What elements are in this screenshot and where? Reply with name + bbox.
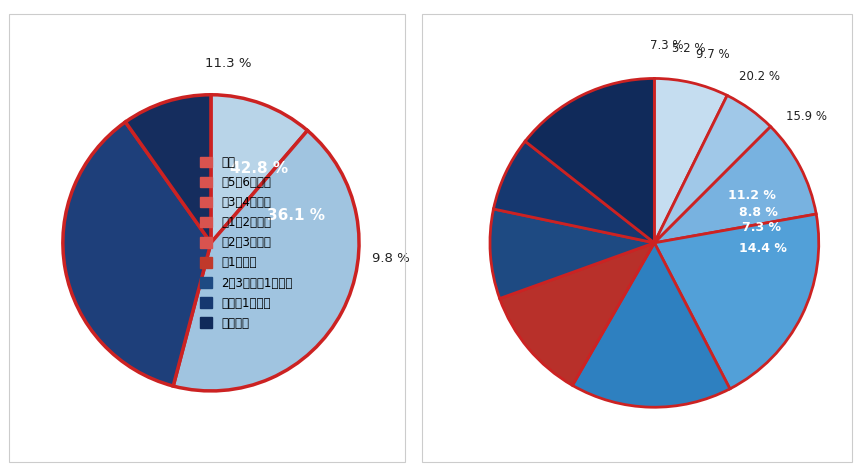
Wedge shape (499, 243, 654, 385)
Wedge shape (654, 127, 816, 243)
Text: 42.8 %: 42.8 % (230, 161, 288, 176)
Text: 8.8 %: 8.8 % (739, 206, 778, 219)
Wedge shape (654, 78, 728, 243)
Wedge shape (573, 243, 730, 407)
Text: 5.2 %: 5.2 % (672, 42, 705, 55)
Text: 9.8 %: 9.8 % (372, 252, 410, 265)
Wedge shape (654, 95, 771, 243)
Wedge shape (173, 131, 359, 391)
Text: 11.3 %: 11.3 % (206, 57, 252, 70)
Text: 11.2 %: 11.2 % (728, 189, 776, 202)
Text: 15.9 %: 15.9 % (786, 111, 827, 123)
Wedge shape (126, 95, 211, 243)
Text: 7.3 %: 7.3 % (742, 221, 781, 234)
Text: 36.1 %: 36.1 % (267, 208, 325, 223)
Wedge shape (63, 122, 211, 386)
Text: 20.2 %: 20.2 % (740, 70, 780, 83)
Text: 9.7 %: 9.7 % (697, 48, 730, 61)
Text: 7.3 %: 7.3 % (650, 40, 684, 52)
Wedge shape (211, 95, 307, 243)
Wedge shape (525, 78, 654, 243)
Wedge shape (490, 209, 654, 298)
Wedge shape (654, 214, 819, 389)
Wedge shape (493, 142, 654, 243)
Legend: 毎日, 週5〜6回程度, 週3〜4回程度, 週1〜2回程度, 月2〜3回程度, 月1回程度, 2〜3か月に1回程度, 半年に1回程度, それ以下: 毎日, 週5〜6回程度, 週3〜4回程度, 週1〜2回程度, 月2〜3回程度, … (200, 156, 293, 330)
Text: 14.4 %: 14.4 % (739, 241, 787, 255)
